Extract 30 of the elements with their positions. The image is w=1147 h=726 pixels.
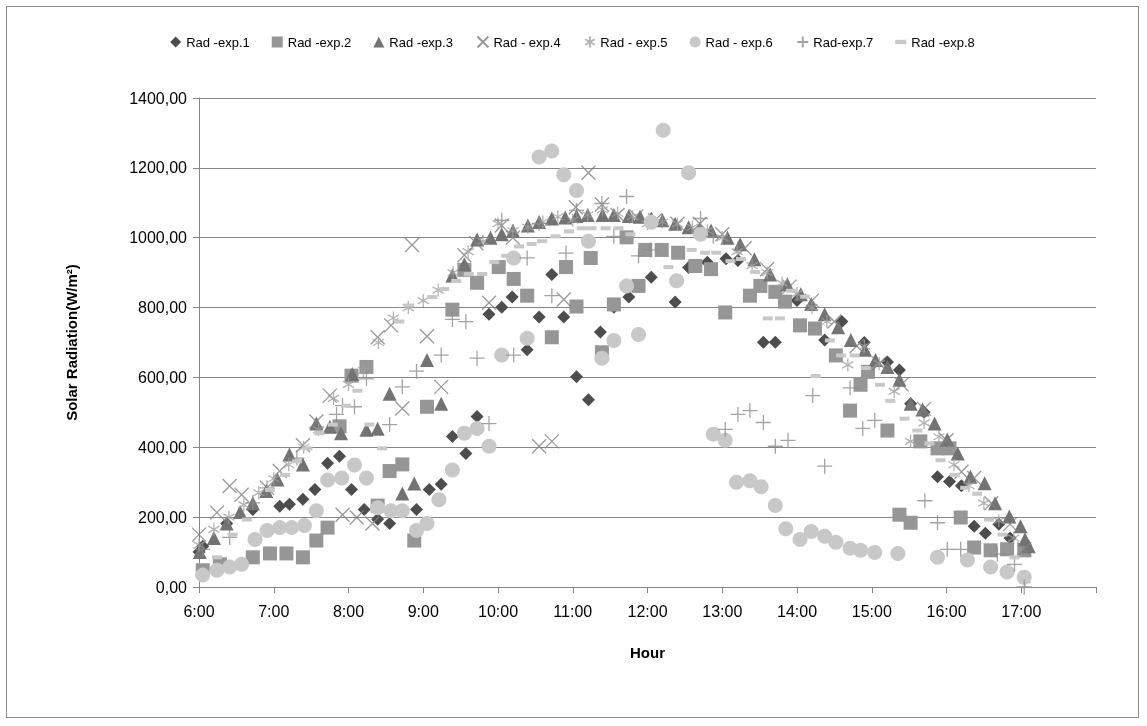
x-tick-label: 12:00 — [627, 602, 668, 620]
x-axis-title: Hour — [630, 644, 666, 661]
y-tick-label: 200,00 — [138, 508, 188, 526]
x-tick-label: 13:00 — [702, 602, 743, 620]
y-tick-label: 1400,00 — [129, 89, 188, 107]
y-axis-title: Solar Radiation(W/m²) — [63, 264, 80, 421]
x-tick-label: 9:00 — [407, 602, 439, 620]
legend-label: Rad -exp.2 — [287, 34, 352, 50]
x-tick-label: 6:00 — [183, 602, 215, 620]
y-tick-label: 1000,00 — [129, 229, 188, 247]
y-tick-label: 600,00 — [138, 368, 188, 386]
y-tick-label: 1200,00 — [129, 159, 188, 177]
x-tick-label: 10:00 — [477, 602, 519, 620]
x-tick-label: 8:00 — [332, 602, 365, 620]
x-tick-label: 16:00 — [926, 602, 967, 620]
x-tick-label: 11:00 — [553, 602, 593, 620]
legend-label: Rad -exp.1 — [186, 34, 250, 50]
x-tick-label: 15:00 — [851, 602, 892, 620]
y-tick-label: 400,00 — [138, 438, 188, 456]
legend-label: Rad -exp.8 — [911, 34, 975, 50]
legend-label: Rad -exp.3 — [389, 34, 453, 50]
y-tick-label: 0,00 — [155, 578, 188, 596]
x-tick-label: 17:00 — [1001, 602, 1042, 620]
x-tick-label: 7:00 — [258, 602, 290, 620]
x-tick-label: 14:00 — [776, 602, 818, 620]
legend-label: Rad - exp.4 — [493, 34, 561, 50]
legend-label: Rad - exp.5 — [600, 34, 668, 50]
y-tick-label: 800,00 — [138, 299, 188, 317]
legend-label: Rad - exp.6 — [705, 34, 773, 50]
legend-label: Rad-exp.7 — [813, 34, 874, 50]
